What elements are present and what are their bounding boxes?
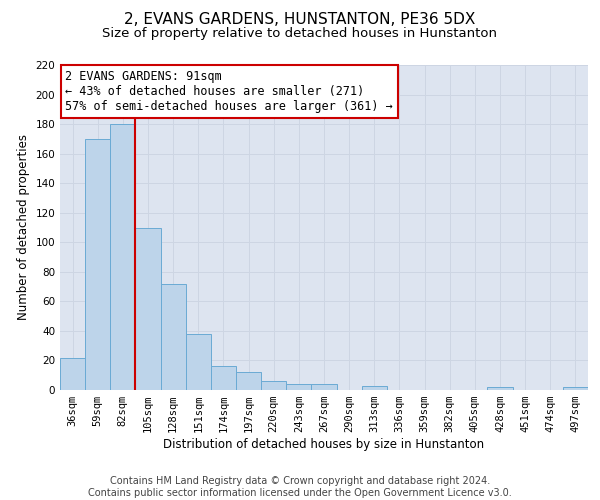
Text: 2, EVANS GARDENS, HUNSTANTON, PE36 5DX: 2, EVANS GARDENS, HUNSTANTON, PE36 5DX <box>124 12 476 28</box>
Bar <box>261 381 286 390</box>
Bar <box>362 386 387 390</box>
Bar <box>110 124 136 390</box>
Bar <box>85 139 110 390</box>
X-axis label: Distribution of detached houses by size in Hunstanton: Distribution of detached houses by size … <box>163 438 485 451</box>
Bar <box>236 372 261 390</box>
Bar <box>186 334 211 390</box>
Bar <box>211 366 236 390</box>
Bar <box>311 384 337 390</box>
Text: 2 EVANS GARDENS: 91sqm
← 43% of detached houses are smaller (271)
57% of semi-de: 2 EVANS GARDENS: 91sqm ← 43% of detached… <box>65 70 393 113</box>
Bar <box>60 358 85 390</box>
Bar <box>487 387 512 390</box>
Text: Size of property relative to detached houses in Hunstanton: Size of property relative to detached ho… <box>103 28 497 40</box>
Text: Contains HM Land Registry data © Crown copyright and database right 2024.
Contai: Contains HM Land Registry data © Crown c… <box>88 476 512 498</box>
Bar <box>161 284 186 390</box>
Bar <box>563 387 588 390</box>
Bar <box>136 228 161 390</box>
Y-axis label: Number of detached properties: Number of detached properties <box>17 134 30 320</box>
Bar <box>286 384 311 390</box>
